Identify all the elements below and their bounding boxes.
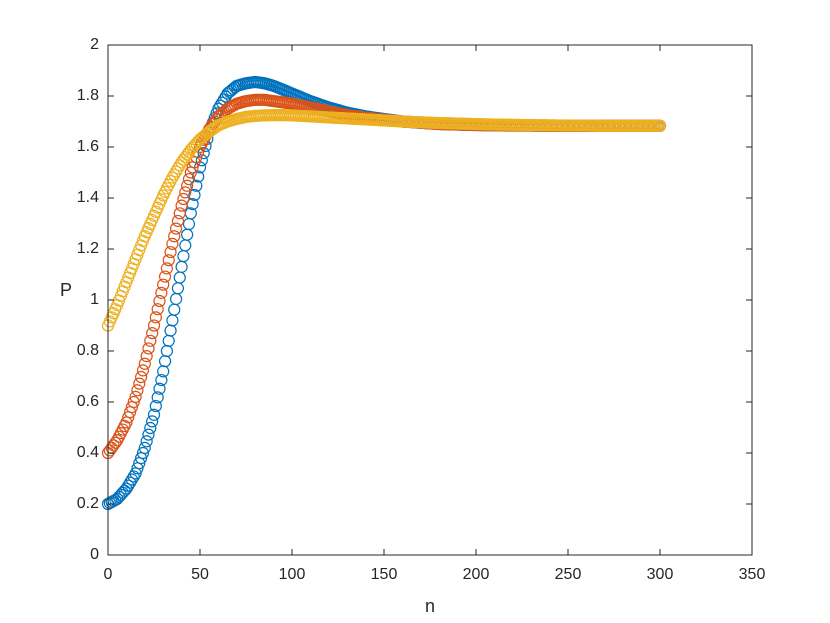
- series-1-point: [138, 441, 151, 454]
- x-tick-label: 200: [463, 566, 490, 583]
- series-2-point: [133, 377, 146, 390]
- series-1-point: [120, 482, 133, 495]
- series-2-point: [138, 357, 151, 370]
- x-tick-label: 50: [191, 566, 209, 583]
- series-1-point: [125, 473, 139, 486]
- series-1-point: [142, 428, 155, 441]
- series-1-point: [197, 147, 210, 160]
- series-2-point: [129, 390, 142, 403]
- series-2-point: [109, 436, 122, 449]
- series-2-point: [127, 395, 140, 409]
- series-2-point: [171, 214, 185, 228]
- series-2-point: [140, 350, 153, 363]
- series-1-point: [151, 391, 164, 404]
- series-2-point: [181, 179, 194, 192]
- y-tick-label: 0.6: [77, 393, 99, 410]
- series-1-point: [144, 421, 157, 435]
- y-tick-label: 0.2: [77, 495, 99, 512]
- x-tick-label: 300: [647, 566, 674, 583]
- y-tick-label: 1.8: [77, 87, 99, 104]
- series-2-point: [149, 311, 162, 324]
- series-3-point: [171, 162, 185, 175]
- series-2-point: [169, 222, 183, 235]
- series-2-point: [151, 303, 164, 316]
- series-2-point: [142, 342, 155, 355]
- series-1-point: [122, 479, 135, 492]
- x-tick-label: 100: [279, 566, 306, 583]
- series-2-point: [155, 286, 168, 299]
- series-2-point: [147, 319, 161, 332]
- y-tick-label: 0: [90, 546, 99, 563]
- y-tick-label: 2: [90, 36, 99, 53]
- x-tick-label: 250: [555, 566, 582, 583]
- y-tick-label: 1.2: [77, 240, 99, 257]
- series-2-point: [157, 278, 170, 291]
- series-1-point: [192, 170, 205, 183]
- series-2-point: [168, 230, 181, 243]
- x-tick-label: 0: [104, 566, 113, 583]
- series-1-point: [190, 179, 203, 192]
- series-2-point: [173, 207, 186, 220]
- series-2-point: [135, 370, 148, 384]
- series-3-point: [169, 165, 183, 178]
- y-tick-label: 1: [90, 291, 99, 308]
- series-2-point: [162, 254, 175, 267]
- series-1-point: [146, 415, 159, 428]
- series-2-point: [182, 173, 196, 186]
- series-1-point: [140, 435, 153, 448]
- series-1-point: [188, 188, 201, 202]
- series-1-point: [155, 373, 168, 387]
- x-tick-label: 150: [371, 566, 398, 583]
- series-2-point: [160, 262, 173, 275]
- series-2-point: [158, 270, 172, 283]
- series-1-point: [127, 470, 140, 483]
- series-1-point: [123, 476, 137, 489]
- series-2-point: [177, 192, 190, 206]
- y-tick-label: 0.8: [77, 342, 99, 359]
- y-axis-label: P: [60, 280, 72, 300]
- series-1-point: [147, 408, 161, 421]
- series-1-point: [149, 399, 162, 413]
- series-2-point: [166, 237, 179, 250]
- series-3-point: [166, 171, 179, 184]
- axes-layer: 0 50 100 150 200 250 300 350 0 0.2 0.4 0.6 0.8 1 1.2 1.…: [77, 36, 766, 583]
- series-3: [101, 109, 667, 332]
- series-2-point: [136, 364, 150, 377]
- x-axis-label: n: [425, 596, 435, 616]
- series-3-point: [168, 168, 181, 181]
- y-tick-label: 1.4: [77, 189, 99, 206]
- series-2-point: [131, 384, 144, 397]
- series-2-point: [164, 245, 177, 259]
- series-2-point: [179, 186, 192, 199]
- series-layer: [101, 75, 667, 511]
- series-2-point: [153, 294, 166, 308]
- series-3-point: [653, 119, 667, 132]
- y-tick-label: 1.6: [77, 138, 99, 155]
- series-2-point: [175, 199, 188, 212]
- y-tick-label: 0.4: [77, 444, 99, 461]
- series-1-point: [153, 382, 166, 395]
- x-tick-label: 350: [739, 566, 766, 583]
- series-2-point: [146, 327, 159, 340]
- series-2-point: [144, 334, 157, 347]
- series-1-point: [136, 446, 150, 460]
